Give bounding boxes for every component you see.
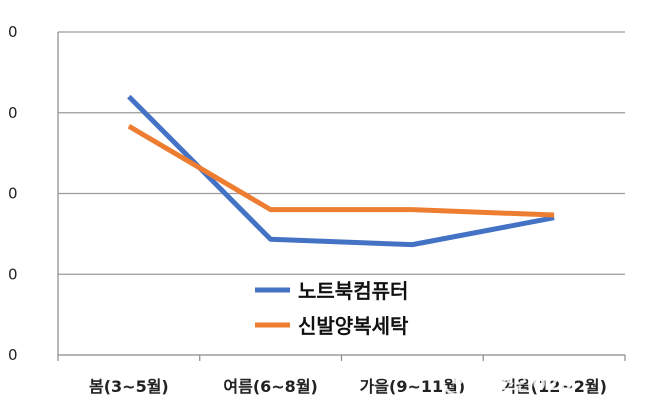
x-tick-label: 여름(6~8월) <box>223 377 317 396</box>
x-axis: 봄(3~5월) 여름(6~8월) 가을(9~11월) 겨울(12~2월) <box>57 354 626 396</box>
x-tick-label: 봄(3~5월) <box>89 377 169 396</box>
newspaper-logo-icon <box>441 363 475 397</box>
y-tick-label: 0 <box>8 265 18 283</box>
watermark-brand-text: 뉴스인020 <box>480 373 572 395</box>
gridlines <box>58 31 625 275</box>
legend: 노트북컴퓨터 신발양복세탁 <box>255 279 409 338</box>
watermark-small-text: 착한이 정한 신문 <box>492 357 563 369</box>
x-tick-label: 가을(9~11월) <box>360 377 466 396</box>
legend-label-laptop: 노트북컴퓨터 <box>298 279 408 303</box>
y-axis: 0 0 0 0 0 <box>8 23 59 364</box>
x-tick-label: 겨울(12~2월) <box>501 377 607 396</box>
y-tick-label: 0 <box>8 346 18 364</box>
series-lines <box>127 94 555 248</box>
series-line-0 <box>127 94 555 248</box>
watermark: 착한이 정한 신문 뉴스인020 <box>441 357 572 397</box>
y-tick-label: 0 <box>8 185 18 203</box>
series-line-1 <box>127 124 555 218</box>
y-tick-label: 0 <box>8 23 18 41</box>
legend-label-laundry: 신발양복세탁 <box>298 314 409 338</box>
y-tick-label: 0 <box>8 104 18 122</box>
